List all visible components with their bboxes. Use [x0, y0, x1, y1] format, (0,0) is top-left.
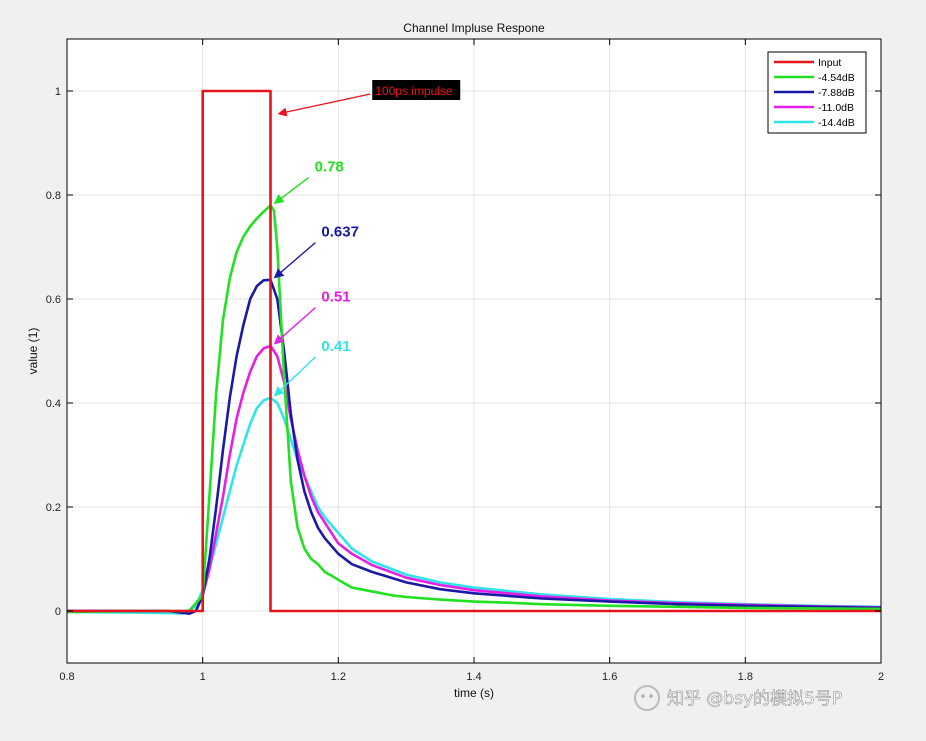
x-tick-label: 1.4 [466, 671, 481, 683]
annotation-arrow [277, 93, 371, 117]
watermark: 知乎 @bsy的模拟5号P [634, 685, 842, 711]
x-tick-label: 1 [200, 671, 206, 683]
y-tick-label: 0.4 [46, 398, 61, 410]
legend-label: -11.0dB [818, 102, 854, 114]
legend-label: -4.54dB [818, 72, 855, 84]
x-axis-title: time (s) [454, 686, 494, 700]
axis-ticks: 0.8 1 1.2 1.4 1.6 1.8 2 0 0.2 0.4 0.6 0.8 1 [46, 39, 884, 683]
x-tick-label: 2 [878, 671, 884, 683]
peak-label: 0.41 [321, 338, 350, 355]
legend-label: -14.4dB [818, 117, 855, 129]
x-tick-label: 1.2 [331, 671, 346, 683]
series-line [66, 204, 882, 614]
series-line [67, 89, 881, 613]
y-tick-label: 0.6 [46, 294, 61, 306]
watermark-text: 知乎 @bsy的模拟5号P [667, 689, 842, 709]
x-tick-label: 1.6 [602, 671, 617, 683]
y-tick-label: 0.2 [46, 502, 61, 514]
y-tick-label: 1 [55, 86, 61, 98]
x-tick-label: 0.8 [59, 671, 74, 683]
annotation-arrow [273, 307, 316, 345]
series-line [67, 278, 882, 615]
series-lines [66, 89, 882, 615]
peak-label: 0.637 [321, 224, 359, 241]
legend: Input -4.54dB -7.88dB -11.0dB -14.4dB [767, 51, 867, 134]
series-line [67, 344, 882, 615]
watermark-logo-icon [634, 685, 660, 711]
legend-label: -7.88dB [818, 87, 855, 99]
peak-label: 0.78 [315, 159, 344, 176]
y-tick-label: 0.8 [46, 190, 61, 202]
annotation-box [372, 80, 461, 100]
watermark-logo-dot [649, 694, 653, 698]
watermark-logo-dot [641, 694, 645, 698]
annotation-arrow [273, 242, 316, 279]
legend-label: Input [818, 57, 841, 69]
chart-title: Channel Impluse Respone [403, 21, 545, 35]
peak-label: 0.51 [321, 289, 350, 306]
annotations: 100ps impulse 0.78 0.637 0.51 0.41 [273, 80, 461, 397]
y-tick-label: 0 [55, 606, 61, 618]
annotation-label: 100ps impulse [375, 84, 453, 98]
y-axis-title: value (1) [26, 328, 40, 375]
annotation-arrow [273, 356, 316, 397]
annotation-arrow [273, 177, 310, 204]
x-tick-label: 1.8 [738, 671, 753, 683]
